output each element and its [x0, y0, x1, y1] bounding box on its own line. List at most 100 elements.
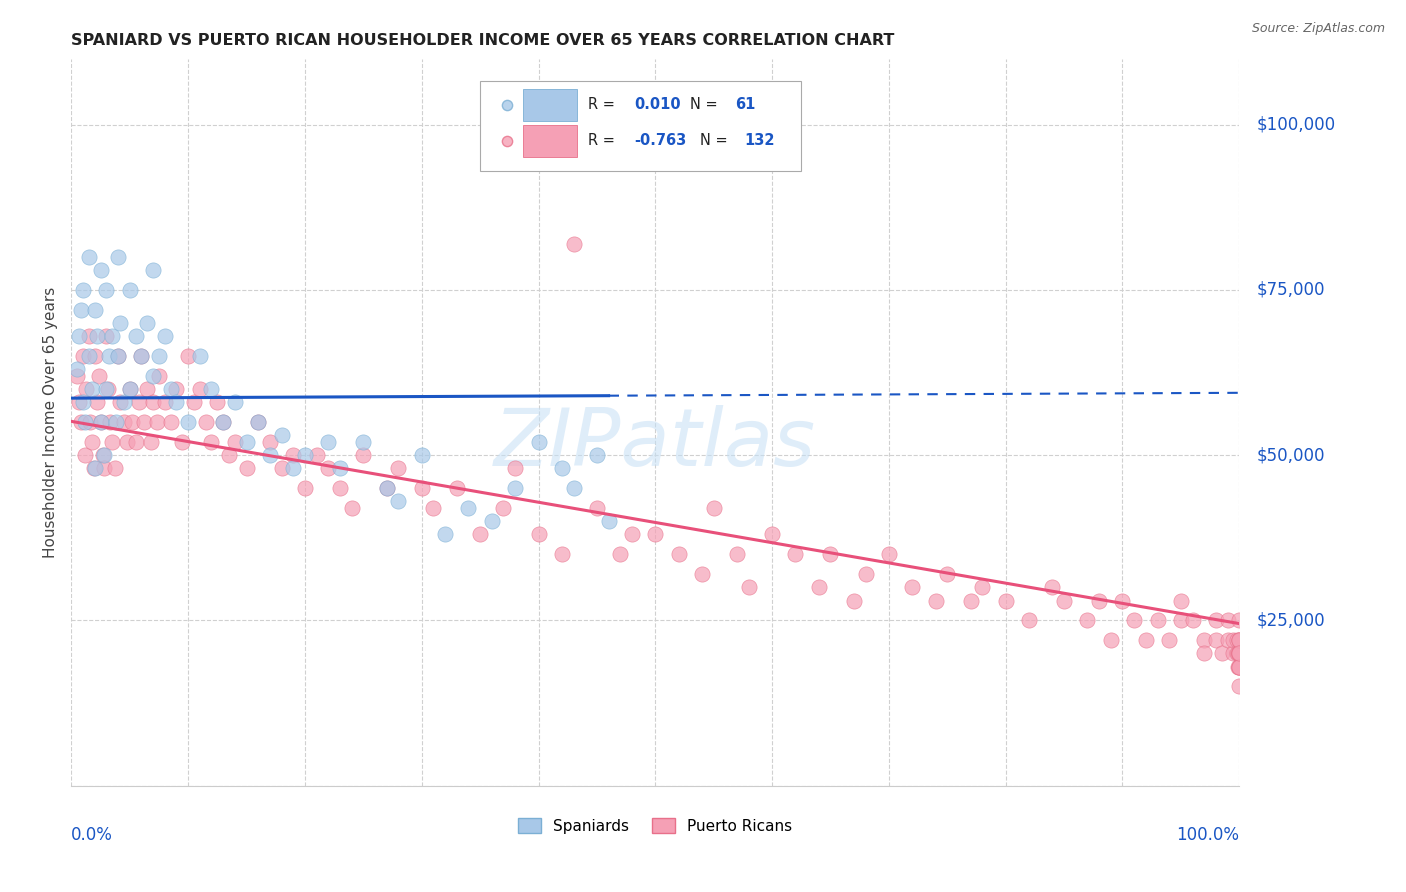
- Point: [434, 527, 457, 541]
- Point: [1088, 593, 1111, 607]
- Point: [820, 547, 842, 561]
- Point: [83, 461, 105, 475]
- Point: [551, 547, 574, 561]
- Point: [690, 567, 713, 582]
- Point: [901, 580, 924, 594]
- Point: [609, 547, 631, 561]
- Point: [1227, 659, 1250, 673]
- Point: [79, 415, 101, 429]
- Point: [842, 593, 865, 607]
- Point: [877, 547, 900, 561]
- Point: [340, 501, 363, 516]
- Point: [91, 448, 114, 462]
- Point: [1227, 647, 1250, 661]
- Point: [159, 382, 181, 396]
- Point: [83, 302, 105, 317]
- Point: [620, 527, 643, 541]
- Point: [503, 461, 526, 475]
- Point: [75, 415, 97, 429]
- Point: [496, 779, 519, 793]
- Point: [259, 434, 281, 449]
- Point: [107, 349, 129, 363]
- Point: [177, 349, 200, 363]
- Point: [86, 329, 108, 343]
- Point: [644, 527, 666, 541]
- Point: [1227, 633, 1250, 648]
- Point: [598, 514, 620, 528]
- Point: [329, 461, 352, 475]
- Text: R =: R =: [588, 134, 614, 148]
- Point: [66, 362, 89, 376]
- Point: [188, 349, 211, 363]
- Point: [481, 514, 503, 528]
- Point: [1194, 633, 1216, 648]
- Point: [86, 395, 108, 409]
- Point: [159, 415, 181, 429]
- Point: [468, 527, 491, 541]
- Point: [235, 434, 257, 449]
- Point: [247, 415, 270, 429]
- Point: [77, 329, 100, 343]
- Point: [93, 448, 115, 462]
- Point: [1227, 647, 1250, 661]
- Point: [422, 501, 444, 516]
- Point: [294, 481, 316, 495]
- Point: [1159, 633, 1181, 648]
- Point: [294, 448, 316, 462]
- Point: [305, 448, 328, 462]
- Point: [101, 329, 124, 343]
- Point: [1216, 613, 1239, 627]
- Point: [1227, 633, 1250, 648]
- Point: [132, 415, 155, 429]
- Point: [503, 481, 526, 495]
- Point: [924, 593, 946, 607]
- Point: [247, 415, 270, 429]
- Point: [1205, 633, 1227, 648]
- Point: [1205, 613, 1227, 627]
- Point: [89, 368, 111, 383]
- Point: [283, 448, 305, 462]
- Point: [387, 494, 409, 508]
- Point: [1146, 613, 1168, 627]
- Point: [165, 395, 187, 409]
- Point: [1227, 633, 1250, 648]
- Point: [586, 448, 609, 462]
- Point: [218, 448, 240, 462]
- Point: [235, 461, 257, 475]
- Point: [139, 434, 162, 449]
- Point: [107, 250, 129, 264]
- Point: [329, 481, 352, 495]
- Point: [124, 434, 146, 449]
- Point: [118, 382, 141, 396]
- Text: R =: R =: [588, 97, 614, 112]
- Point: [66, 368, 89, 383]
- Text: $25,000: $25,000: [1257, 611, 1326, 630]
- Point: [1135, 633, 1157, 648]
- Point: [97, 349, 120, 363]
- Point: [457, 501, 479, 516]
- Legend: Spaniards, Puerto Ricans: Spaniards, Puerto Ricans: [512, 812, 799, 839]
- Point: [1227, 659, 1250, 673]
- Point: [1211, 647, 1233, 661]
- FancyBboxPatch shape: [523, 88, 576, 120]
- Point: [936, 567, 959, 582]
- Point: [110, 316, 132, 330]
- Point: [136, 382, 159, 396]
- Point: [1227, 659, 1250, 673]
- Point: [75, 448, 97, 462]
- Point: [72, 395, 94, 409]
- Point: [89, 415, 111, 429]
- Point: [283, 461, 305, 475]
- Point: [110, 395, 132, 409]
- Point: [112, 415, 135, 429]
- Text: SPANIARD VS PUERTO RICAN HOUSEHOLDER INCOME OVER 65 YEARS CORRELATION CHART: SPANIARD VS PUERTO RICAN HOUSEHOLDER INC…: [72, 33, 894, 48]
- Point: [959, 593, 981, 607]
- Point: [668, 547, 690, 561]
- Point: [121, 415, 143, 429]
- Point: [72, 283, 94, 297]
- Point: [98, 415, 121, 429]
- Point: [375, 481, 398, 495]
- Point: [1053, 593, 1076, 607]
- Text: $100,000: $100,000: [1257, 116, 1336, 134]
- Point: [1226, 633, 1249, 648]
